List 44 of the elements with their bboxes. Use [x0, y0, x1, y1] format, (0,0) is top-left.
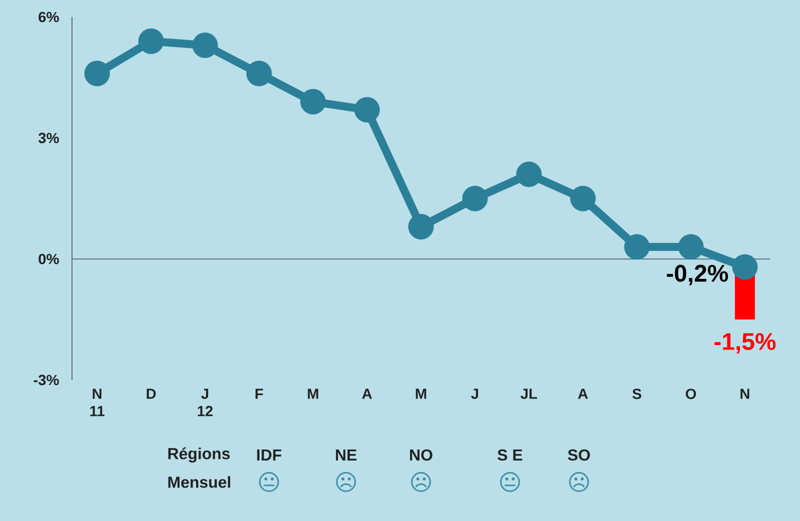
- text: 😐: [500, 472, 520, 492]
- point: [678, 234, 704, 260]
- point: [84, 60, 110, 86]
- x-tick-label: J 12: [198, 388, 213, 416]
- text: ☹: [336, 472, 356, 492]
- text: Régions: [168, 447, 230, 463]
- x-tick-label: N 11: [90, 388, 104, 416]
- text: ☹: [411, 472, 431, 492]
- point: [462, 186, 488, 212]
- point: [138, 28, 164, 54]
- text: Mensuel: [168, 476, 230, 488]
- x-tick-label: JL: [520, 388, 538, 399]
- x-tick-label: F: [256, 388, 264, 399]
- point: [192, 32, 218, 58]
- text: NE: [336, 449, 356, 460]
- point: [300, 88, 326, 114]
- y-tick-label: 6%: [38, 12, 59, 22]
- x-tick-label: O: [686, 388, 696, 400]
- x-tick-label: A: [362, 388, 372, 399]
- point: [732, 254, 758, 280]
- point: [570, 186, 596, 212]
- x-tick-label: N: [740, 388, 750, 399]
- text: IDF: [257, 449, 282, 460]
- x-tick-label: D: [146, 388, 156, 399]
- x-tick-label: J: [471, 388, 478, 399]
- point: [516, 162, 542, 188]
- y-tick-label: 0%: [38, 254, 59, 264]
- text: NO: [410, 449, 432, 461]
- text: 😐: [259, 472, 279, 492]
- x-tick-label: M: [416, 388, 426, 399]
- data-label: -1,5%: [714, 333, 776, 354]
- text: ☹: [569, 472, 589, 492]
- data-label: -0,2%: [666, 264, 728, 286]
- x-tick-label: A: [578, 388, 588, 399]
- point: [354, 97, 380, 123]
- x-tick-label: M: [308, 388, 318, 399]
- y-tick-label: 3%: [38, 132, 59, 144]
- y-tick-label: -3%: [34, 374, 59, 386]
- point: [246, 60, 272, 86]
- point: [624, 234, 650, 260]
- point: [408, 214, 434, 240]
- x-tick-label: S: [632, 388, 642, 400]
- text: S E: [498, 449, 522, 461]
- text: SO: [568, 449, 590, 461]
